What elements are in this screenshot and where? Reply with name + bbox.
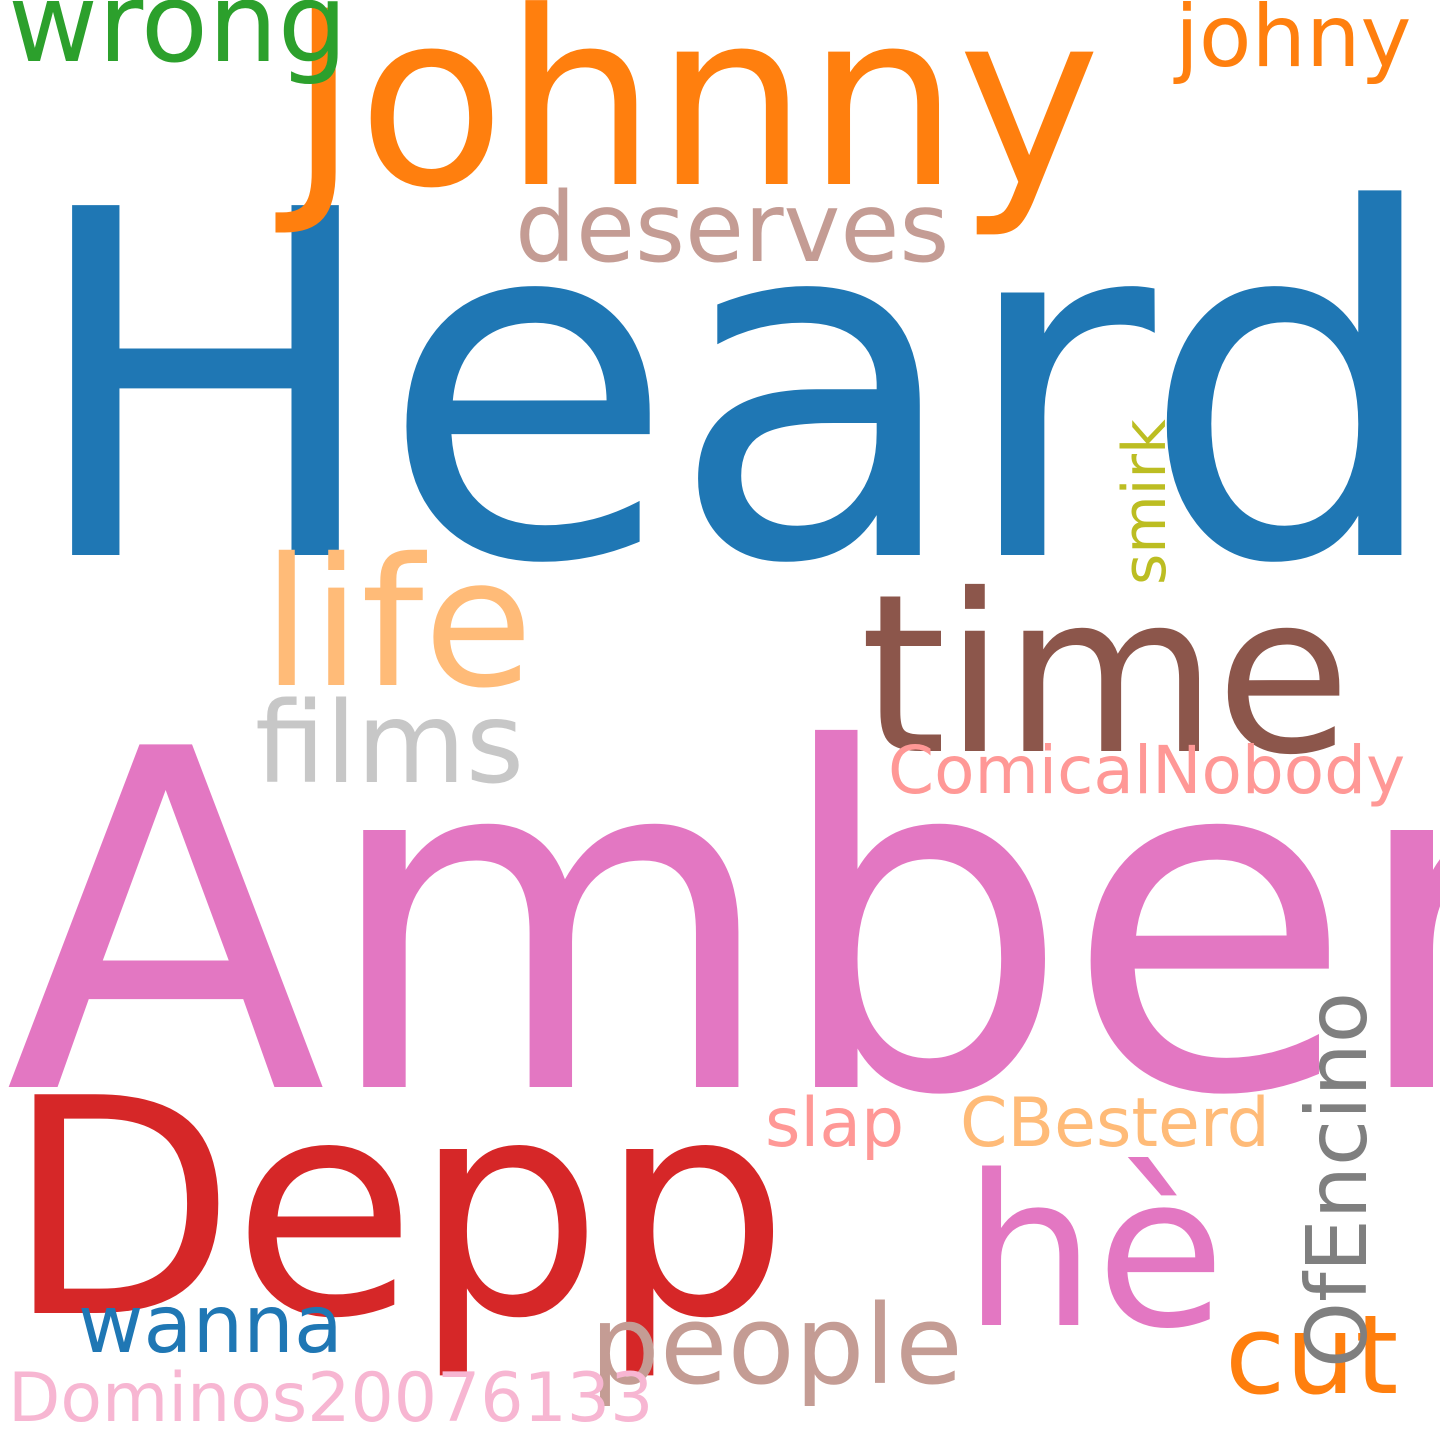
word-time: time: [860, 547, 1351, 803]
word-amber: Amber: [5, 651, 1440, 1198]
word-films: films: [255, 679, 525, 809]
word-slap: slap: [765, 1084, 905, 1163]
word-cut: cut: [1225, 1291, 1399, 1419]
word-people: people: [590, 1281, 963, 1409]
word-life: life: [262, 520, 534, 727]
word-comicalnobody: ComicalNobody: [888, 732, 1406, 809]
word-dominos: Dominos20076133: [8, 1359, 654, 1438]
word-wanna: wanna: [78, 1278, 343, 1371]
word-wrong: wrong: [8, 0, 348, 87]
word-ofencino: OfEncino: [1288, 991, 1386, 1368]
word-depp: Depp: [5, 1035, 789, 1384]
word-cbesterd: CBesterd: [960, 1084, 1270, 1163]
word-heard: Heard: [25, 110, 1440, 669]
word-deserves: deserves: [515, 172, 950, 284]
word-smirk: smirk: [1110, 419, 1180, 585]
word-johnny: Johnny: [288, 0, 1101, 242]
word-he: hè: [963, 1130, 1226, 1375]
word-johny: johny: [1175, 0, 1412, 87]
